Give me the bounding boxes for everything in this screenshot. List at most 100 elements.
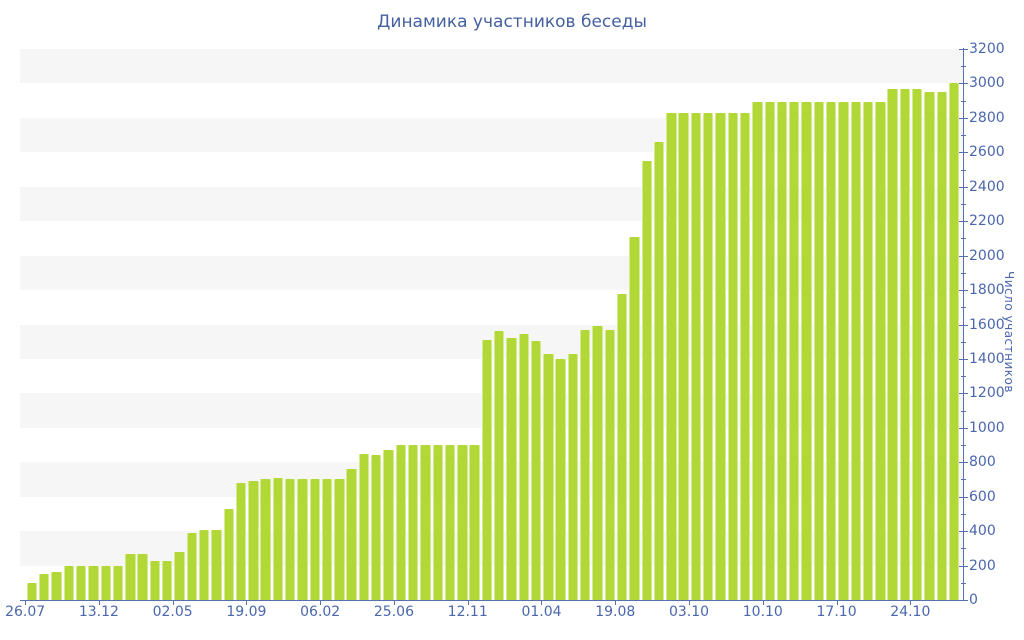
- bar[interactable]: [334, 479, 345, 600]
- bar[interactable]: [641, 160, 652, 600]
- bar[interactable]: [63, 565, 75, 600]
- y-minor-tick: [961, 66, 966, 68]
- bar[interactable]: [567, 353, 579, 600]
- y-tick: [958, 600, 968, 601]
- bar[interactable]: [284, 479, 296, 600]
- bar[interactable]: [801, 102, 812, 600]
- bar[interactable]: [235, 482, 247, 600]
- bar[interactable]: [653, 141, 665, 600]
- bar[interactable]: [186, 532, 198, 600]
- bar[interactable]: [703, 112, 714, 600]
- bar[interactable]: [162, 561, 173, 600]
- y-tick-label: 1400: [969, 350, 1005, 367]
- bar[interactable]: [678, 112, 689, 600]
- bar[interactable]: [739, 112, 751, 600]
- bar[interactable]: [481, 339, 493, 600]
- y-tick: [958, 186, 968, 188]
- bar[interactable]: [616, 293, 628, 600]
- bar[interactable]: [543, 353, 554, 600]
- bar[interactable]: [395, 445, 407, 600]
- bar[interactable]: [457, 445, 468, 600]
- bar[interactable]: [51, 571, 62, 600]
- bar[interactable]: [420, 445, 431, 600]
- x-tick-label: 19.08: [595, 604, 636, 620]
- bar[interactable]: [371, 455, 382, 600]
- bar[interactable]: [149, 561, 161, 600]
- y-tick-label: 0: [969, 592, 978, 608]
- bar[interactable]: [936, 92, 948, 600]
- bar[interactable]: [198, 530, 210, 600]
- bar[interactable]: [494, 331, 505, 600]
- bar[interactable]: [825, 102, 837, 600]
- bar[interactable]: [297, 479, 308, 600]
- bar[interactable]: [727, 112, 738, 600]
- chart-title: Динамика участников беседы: [377, 12, 647, 32]
- bar[interactable]: [764, 102, 775, 600]
- bar[interactable]: [137, 553, 148, 600]
- x-tick: [320, 601, 322, 605]
- x-tick: [541, 601, 543, 605]
- x-tick-label: 17.10: [816, 604, 857, 620]
- bar[interactable]: [407, 445, 419, 600]
- bar[interactable]: [223, 508, 234, 600]
- bar[interactable]: [912, 88, 923, 600]
- bar[interactable]: [604, 329, 616, 600]
- y-tick: [958, 324, 968, 326]
- bar[interactable]: [211, 530, 222, 600]
- bar[interactable]: [100, 565, 111, 600]
- bar[interactable]: [469, 445, 480, 600]
- bar[interactable]: [752, 102, 763, 600]
- bar[interactable]: [383, 450, 394, 600]
- bar[interactable]: [555, 358, 566, 600]
- y-minor-tick: [961, 479, 966, 481]
- bar[interactable]: [88, 565, 99, 600]
- bar[interactable]: [260, 479, 271, 600]
- y-minor-tick: [961, 548, 966, 550]
- bar[interactable]: [125, 553, 136, 600]
- bar[interactable]: [899, 88, 911, 600]
- bar[interactable]: [715, 112, 726, 600]
- plot-area: [20, 49, 963, 600]
- bar[interactable]: [924, 92, 935, 600]
- bar[interactable]: [506, 338, 517, 600]
- bar[interactable]: [444, 445, 456, 600]
- bar[interactable]: [850, 102, 861, 600]
- bar[interactable]: [248, 481, 259, 600]
- bar[interactable]: [666, 112, 677, 600]
- bar[interactable]: [309, 479, 320, 600]
- bar[interactable]: [776, 102, 788, 600]
- bar[interactable]: [346, 469, 357, 600]
- bar[interactable]: [272, 477, 284, 600]
- bar[interactable]: [948, 83, 960, 600]
- y-tick: [958, 496, 968, 498]
- bar[interactable]: [813, 102, 825, 600]
- x-tick-label: 13.12: [78, 604, 119, 620]
- x-tick: [689, 601, 691, 605]
- y-minor-tick: [961, 341, 966, 343]
- bar[interactable]: [432, 445, 443, 600]
- bar[interactable]: [112, 565, 124, 600]
- bar[interactable]: [26, 582, 38, 600]
- bar[interactable]: [530, 340, 542, 600]
- bar[interactable]: [875, 102, 886, 600]
- y-minor-tick: [961, 410, 966, 412]
- y-tick: [958, 83, 968, 85]
- bar[interactable]: [75, 565, 87, 600]
- bar[interactable]: [629, 236, 640, 600]
- bar[interactable]: [580, 329, 591, 600]
- bar[interactable]: [690, 112, 702, 600]
- bar[interactable]: [592, 326, 603, 600]
- bar[interactable]: [358, 453, 370, 600]
- y-tick: [958, 290, 968, 292]
- bar[interactable]: [862, 102, 874, 600]
- bar[interactable]: [518, 333, 529, 600]
- bar[interactable]: [321, 479, 333, 600]
- bar[interactable]: [174, 551, 185, 600]
- bar[interactable]: [887, 88, 898, 600]
- y-tick-label: 1000: [969, 419, 1005, 436]
- bar[interactable]: [789, 102, 800, 600]
- y-tick: [958, 393, 968, 395]
- bar[interactable]: [39, 574, 50, 600]
- bar[interactable]: [838, 102, 849, 600]
